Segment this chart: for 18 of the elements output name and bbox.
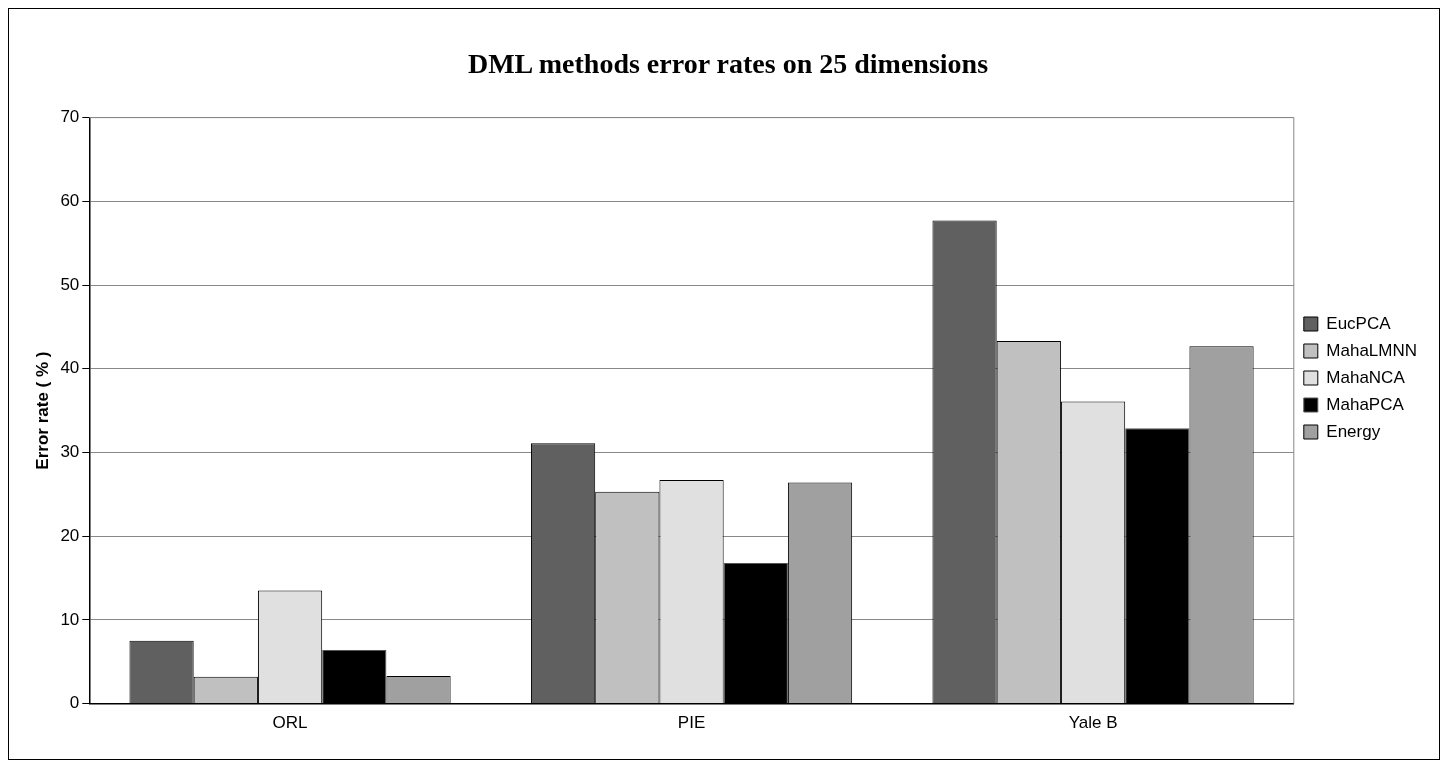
y-tick-label: 70 bbox=[60, 107, 80, 127]
x-tick-label: ORL bbox=[272, 713, 308, 733]
y-axis-title: Error rate ( % ) bbox=[32, 351, 52, 470]
chart-title: DML methods error rates on 25 dimensions bbox=[467, 48, 989, 80]
y-tick-label: 60 bbox=[60, 191, 80, 210]
y-tick-label: 10 bbox=[60, 609, 80, 629]
y-tick-label: 40 bbox=[60, 358, 80, 378]
legend-label: EucPCA bbox=[1326, 313, 1392, 333]
legend-label: MahaPCA bbox=[1326, 394, 1405, 414]
y-tick-label: 50 bbox=[60, 274, 80, 294]
legend-label: MahaNCA bbox=[1326, 367, 1406, 387]
y-tick-label: 20 bbox=[60, 525, 80, 545]
y-tick-label: 0 bbox=[69, 693, 80, 713]
legend-label: Energy bbox=[1326, 421, 1381, 441]
legend-label: MahaLMNN bbox=[1326, 340, 1418, 360]
y-tick-label: 30 bbox=[60, 442, 80, 462]
x-tick-label: Yale B bbox=[1068, 713, 1118, 733]
x-tick-label: PIE bbox=[677, 713, 706, 733]
